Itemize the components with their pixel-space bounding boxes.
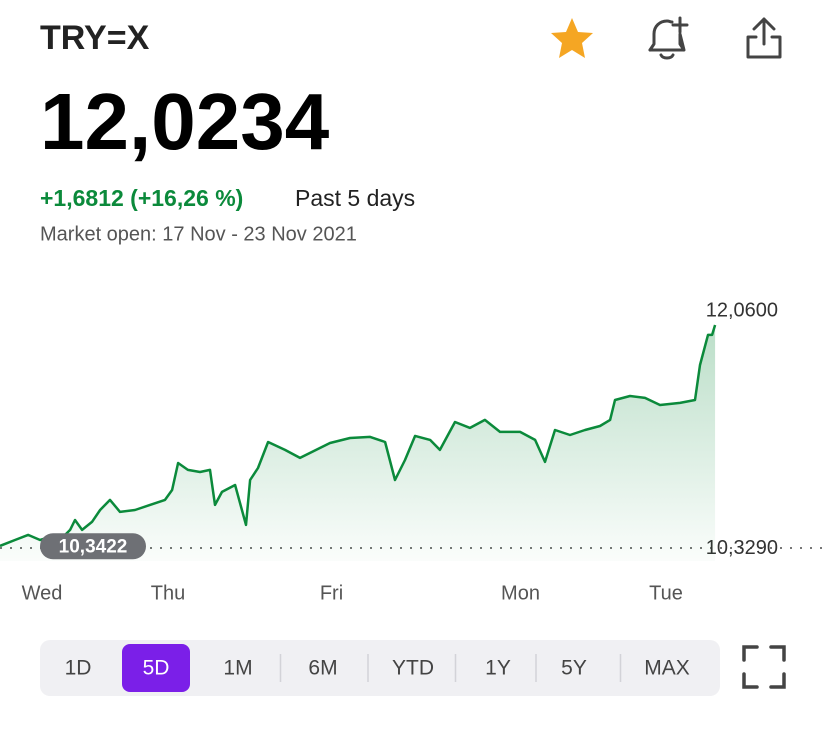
x-tick-label: Thu <box>151 582 185 604</box>
price: 12,0234 <box>40 77 330 166</box>
previous-close-badge <box>40 533 146 560</box>
range-selector: 1D 5D 1M 6M YTD 1Y 5Y MAX <box>65 644 690 692</box>
y-tick-label: 12,0600 <box>706 299 778 321</box>
range-button[interactable]: YTD <box>392 657 434 680</box>
range-button[interactable]: 1M <box>223 657 252 680</box>
previous-close-label: 10,3422 <box>59 536 128 557</box>
fullscreen-button[interactable] <box>742 645 786 689</box>
watchlist-star[interactable] <box>551 18 593 58</box>
x-tick-label: Wed <box>22 582 63 604</box>
market-status: Market open: 17 Nov - 23 Nov 2021 <box>40 223 357 245</box>
period: Past 5 days <box>295 185 415 211</box>
range-button[interactable]: 5Y <box>561 657 587 680</box>
range-button[interactable]: 1Y <box>485 657 511 680</box>
area-fill <box>0 325 716 561</box>
y-tick-label: 10,3290 <box>706 537 778 559</box>
chart: 10,3290 12,0600 10,3422 Wed Thu Fri Mon Tue <box>0 299 828 604</box>
range-bar <box>40 640 720 696</box>
symbol: TRY=X <box>40 19 150 57</box>
change: +1,6812 (+16,26 %) <box>40 185 243 211</box>
x-tick-label: Tue <box>649 582 683 604</box>
x-tick-label: Mon <box>501 582 540 604</box>
x-tick-label: Fri <box>320 582 343 604</box>
range-button[interactable]: MAX <box>644 657 690 680</box>
range-button[interactable]: 6M <box>308 657 337 680</box>
share-button[interactable] <box>746 17 782 59</box>
range-button[interactable]: 1D <box>65 657 92 680</box>
alert-bell[interactable] <box>648 16 689 60</box>
price-line <box>0 324 717 548</box>
range-selected-bg[interactable] <box>122 644 190 692</box>
range-button[interactable]: 5D <box>143 657 170 680</box>
